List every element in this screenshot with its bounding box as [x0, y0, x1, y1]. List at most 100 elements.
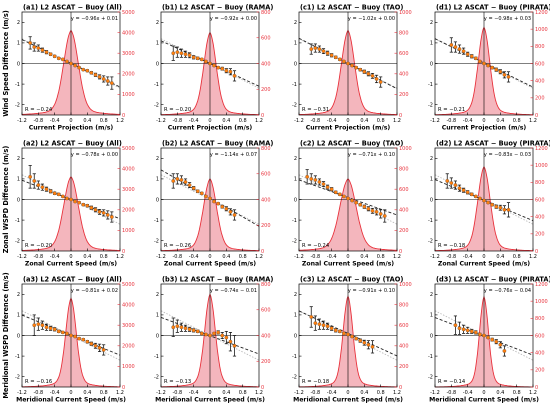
x-tick-label: -0.4 — [189, 254, 199, 260]
data-point — [494, 339, 499, 344]
data-point — [337, 329, 342, 334]
count-tick-label: 600 — [261, 308, 271, 314]
data-point — [490, 65, 495, 70]
data-point — [350, 334, 354, 339]
y-tick-label: 2 — [17, 156, 20, 162]
count-tick-label: 200 — [399, 364, 409, 370]
data-point — [453, 323, 458, 328]
x-tick-label: -0.8 — [446, 390, 456, 396]
count-tick-label: 1000 — [535, 299, 548, 305]
data-point — [97, 346, 102, 350]
data-point — [461, 49, 466, 53]
data-point — [232, 74, 237, 78]
y-tick-label: 0 — [294, 197, 297, 203]
x-tick-label: -0.4 — [463, 390, 473, 396]
fit-equation: y = −1.14x + 0.07 — [210, 152, 257, 158]
x-axis-label: Current Projection (m/s) — [306, 125, 391, 132]
data-point — [317, 47, 322, 51]
y-tick-label: 2 — [156, 156, 159, 162]
x-axis-label: Meridional Current Speed (m/s) — [293, 397, 403, 404]
data-point — [350, 63, 354, 68]
x-tick-label: 0.8 — [377, 254, 385, 260]
count-tick-label: 0 — [399, 385, 402, 391]
y-tick-label: -2 — [154, 239, 159, 245]
x-axis-label: Zonal Current Speed (m/s) — [164, 261, 256, 268]
data-point — [366, 206, 371, 211]
panel-title: (b2) L2 ASCAT − Buoy (RAMA) — [162, 140, 273, 148]
data-point — [350, 198, 354, 203]
data-point — [175, 177, 180, 181]
data-point — [175, 324, 180, 329]
count-tick-label: 0 — [535, 113, 538, 119]
data-point — [208, 333, 212, 338]
x-tick-label: -0.8 — [172, 390, 182, 396]
y-tick-label: -2 — [292, 103, 297, 109]
count-tick-label: 600 — [535, 61, 545, 67]
x-tick-label: 1.2 — [393, 118, 401, 124]
x-tick-label: 0.8 — [239, 254, 247, 260]
y-tick-label: -1 — [154, 218, 159, 224]
x-tick-label: -0.8 — [310, 118, 320, 124]
data-point — [199, 57, 204, 62]
data-point — [85, 203, 90, 208]
data-point — [216, 330, 221, 335]
x-tick-label: -0.4 — [327, 254, 337, 260]
data-point — [93, 343, 98, 348]
data-point — [52, 54, 57, 59]
y-tick-label: 1 — [17, 177, 20, 183]
data-point — [199, 331, 204, 336]
y-tick-label: -2 — [428, 103, 433, 109]
x-tick-label: 0.8 — [377, 390, 385, 396]
y-tick-label: 1 — [17, 41, 20, 47]
data-point — [482, 198, 486, 203]
count-tick-label: 600 — [261, 172, 271, 178]
data-point — [60, 194, 65, 199]
data-point — [48, 189, 53, 194]
panel-title: (d3) L2 ASCAT − Buoy (PIRATA) — [436, 276, 550, 284]
count-tick-label: 800 — [399, 30, 409, 36]
count-tick-label: 3000 — [122, 51, 135, 57]
data-point — [179, 51, 184, 56]
count-tick-label: 800 — [261, 10, 271, 16]
data-point — [56, 329, 61, 334]
data-point — [449, 181, 454, 185]
x-tick-label: -0.4 — [189, 118, 199, 124]
x-tick-label: 1.2 — [529, 118, 537, 124]
y-tick-label: -1 — [428, 354, 433, 360]
data-point — [97, 210, 102, 214]
data-point — [346, 61, 350, 66]
x-tick-label: 0.8 — [239, 390, 247, 396]
y-tick-label: 1 — [156, 313, 159, 319]
data-point — [195, 56, 200, 61]
data-point — [469, 192, 474, 197]
data-point — [232, 213, 237, 217]
correlation-label: R = −0.24 — [302, 243, 330, 249]
data-point — [342, 59, 346, 64]
data-point — [329, 53, 334, 58]
count-tick-label: 2000 — [122, 344, 135, 350]
data-point — [329, 326, 334, 331]
data-point — [354, 200, 359, 205]
x-tick-label: 1.2 — [393, 390, 401, 396]
count-tick-label: 1000 — [535, 163, 548, 169]
data-point — [465, 52, 470, 57]
data-point — [366, 71, 371, 76]
data-point — [461, 188, 466, 193]
fit-equation: y = −1.02x + 0.00 — [348, 16, 395, 22]
data-point — [175, 50, 180, 55]
data-point — [453, 183, 458, 187]
count-tick-label: 400 — [399, 72, 409, 78]
data-point — [228, 210, 233, 214]
x-tick-label: 0 — [208, 254, 211, 260]
y-tick-label: 2 — [294, 20, 297, 26]
correlation-label: R = −0.26 — [164, 243, 191, 249]
y-tick-label: -1 — [292, 354, 297, 360]
data-point — [69, 61, 73, 66]
data-point — [183, 326, 188, 331]
data-point — [346, 332, 350, 337]
fit-equation: y = −0.74x − 0.01 — [210, 288, 257, 294]
data-point — [212, 331, 216, 336]
data-point — [191, 186, 196, 191]
